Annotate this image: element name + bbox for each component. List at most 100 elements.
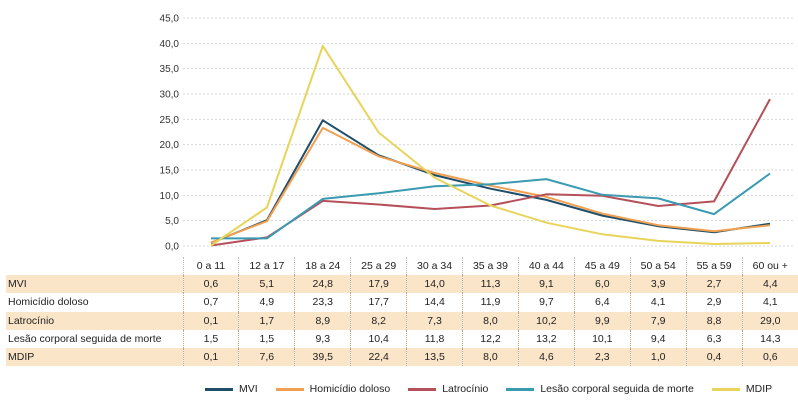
data-label: 0,1 (182, 347, 239, 367)
row-label: MVI (6, 275, 183, 294)
y-axis-ticks: 0,0 5,0 10,0 15,0 20,0 25,0 30,0 35,0 40,0 45,0 (160, 14, 180, 253)
data-label: 13,2 (517, 329, 575, 348)
data-label: 8,2 (350, 311, 407, 330)
data-label: 2,9 (685, 293, 743, 312)
x-tick-label: 18 a 24 (294, 257, 351, 276)
data-label: 4,1 (741, 293, 798, 312)
table-header-row: 0 a 11 12 a 17 18 a 24 25 a 29 30 a 34 35 a 3… (6, 257, 798, 276)
x-tick-label: 30 a 34 (406, 257, 463, 276)
legend-label: Homicídio doloso (309, 383, 391, 395)
series-line-0 (210, 119, 771, 244)
data-label: 17,7 (350, 293, 407, 312)
data-label: 1,5 (182, 329, 239, 348)
legend-swatch (408, 387, 437, 391)
data-label: 9,3 (294, 329, 351, 348)
row-label: MDIP (6, 347, 183, 367)
data-label: 23,3 (294, 293, 351, 312)
x-tick-label: 35 a 39 (462, 257, 519, 276)
data-label: 12,2 (462, 329, 519, 348)
series-line-4 (210, 44, 771, 247)
data-label: 9,9 (573, 311, 631, 330)
data-label: 11,9 (462, 293, 519, 312)
line-chart: 0,0 5,0 10,0 15,0 20,0 25,0 30,0 35,0 40,0 45,0 (160, 14, 794, 253)
y-tick-label: 20,0 (160, 140, 180, 151)
legend-item: Lesão corporal seguida de morte (506, 383, 694, 395)
data-label: 4,9 (238, 293, 295, 312)
table-corner (6, 257, 183, 275)
y-tick-label: 0,0 (165, 242, 179, 253)
legend-swatch (205, 387, 233, 391)
data-label: 1,7 (238, 311, 295, 330)
data-label: 10,2 (517, 311, 575, 330)
table-row: Latrocínio 0,1 1,7 8,9 8,2 7,3 8,0 10,2 9,9 7,9 8,… (6, 311, 798, 330)
data-label: 14,3 (741, 329, 798, 348)
legend-label: Latrocínio (442, 383, 489, 395)
data-label: 0,1 (182, 311, 239, 330)
data-label: 6,4 (573, 293, 631, 312)
y-tick-label: 25,0 (160, 115, 180, 126)
x-tick-label: 50 a 54 (629, 257, 687, 276)
data-label: 0,6 (741, 347, 798, 367)
data-label: 11,8 (406, 329, 463, 348)
table-row: Homicídio doloso 0,7 4,9 23,3 17,7 14,4 11,9 9,… (6, 293, 798, 312)
legend-item: MVI (205, 383, 258, 395)
data-label: 8,9 (294, 311, 351, 330)
data-table: 0 a 11 12 a 17 18 a 24 25 a 29 30 a 34 35 a 3… (6, 257, 798, 367)
legend-item: Homicídio doloso (275, 383, 391, 395)
data-label: 9,7 (517, 293, 575, 312)
table-row: MDIP 0,1 7,6 39,5 22,4 13,5 8,0 4,6 2,3 1,0 0,4 0,6 (6, 347, 798, 367)
gridlines (183, 17, 794, 247)
data-label: 13,5 (406, 347, 463, 367)
legend-swatch (711, 387, 740, 391)
data-label: 4,4 (741, 275, 798, 294)
series-line-1 (210, 126, 771, 244)
data-label: 9,1 (517, 275, 575, 294)
x-tick-label: 25 a 29 (350, 257, 407, 276)
data-label: 7,6 (238, 347, 295, 367)
data-label: 3,9 (629, 275, 687, 294)
data-label: 14,4 (406, 293, 463, 312)
data-label: 6,0 (573, 275, 631, 294)
series-line-3 (211, 172, 771, 240)
data-label: 2,7 (685, 275, 743, 294)
legend-swatch (275, 387, 304, 391)
data-label: 8,0 (462, 311, 519, 330)
legend-label: MVI (239, 383, 258, 395)
data-label: 0,6 (182, 275, 239, 294)
data-label: 2,3 (573, 347, 631, 367)
data-label: 10,4 (350, 329, 407, 348)
x-tick-label: 0 a 11 (182, 257, 239, 276)
data-label: 0,4 (685, 347, 743, 367)
data-label: 4,1 (629, 293, 687, 312)
table-row: MVI 0,6 5,1 24,8 17,9 14,0 11,3 9,1 6,0 3,9 2,7 4,4 (6, 275, 798, 294)
data-label: 9,4 (629, 329, 687, 348)
data-label: 7,9 (629, 311, 687, 330)
data-label: 24,8 (294, 275, 351, 294)
y-tick-label: 10,0 (160, 191, 180, 202)
x-tick-label: 12 a 17 (238, 257, 295, 276)
series-line-2 (210, 98, 771, 247)
legend-item: Latrocínio (408, 383, 488, 395)
data-label: 0,7 (182, 293, 239, 312)
data-label: 1,0 (629, 347, 687, 367)
legend-label: MDIP (745, 383, 773, 395)
row-label: Lesão corporal seguida de morte (8, 332, 162, 345)
series-lines (210, 44, 771, 247)
legend-item: MDIP (711, 383, 773, 395)
y-tick-label: 30,0 (160, 90, 180, 101)
y-tick-label: 35,0 (160, 64, 180, 75)
y-tick-label: 45,0 (160, 14, 180, 25)
legend-swatch (506, 387, 535, 391)
data-label: 14,0 (406, 275, 463, 294)
data-label: 8,0 (462, 347, 519, 367)
data-label: 6,3 (685, 329, 743, 348)
data-label: 22,4 (350, 347, 407, 367)
y-tick-label: 5,0 (165, 216, 179, 227)
legend-label: Lesão corporal seguida de morte (540, 383, 694, 395)
legend: MVI Homicídio doloso Latrocínio Lesão corpo… (205, 383, 772, 395)
x-tick-label: 60 ou + (741, 257, 798, 276)
data-label: 8,8 (685, 311, 743, 330)
y-tick-label: 15,0 (160, 166, 180, 177)
y-tick-label: 40,0 (160, 39, 180, 50)
data-label: 17,9 (350, 275, 407, 294)
